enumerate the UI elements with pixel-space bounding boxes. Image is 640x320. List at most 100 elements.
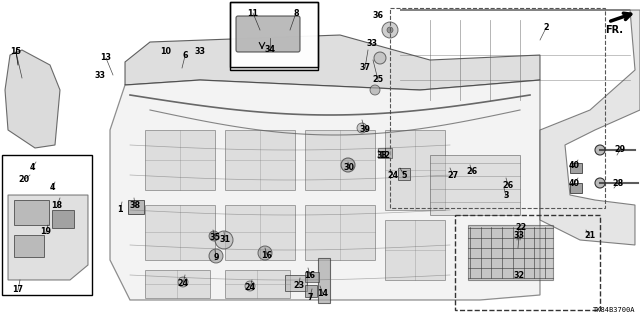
- Text: 10: 10: [161, 47, 172, 57]
- Text: 26: 26: [502, 180, 513, 189]
- Text: 38: 38: [129, 201, 141, 210]
- Text: 33: 33: [376, 150, 387, 159]
- Text: 4: 4: [49, 183, 55, 193]
- Text: 33: 33: [367, 38, 378, 47]
- Bar: [305, 130, 375, 190]
- Text: 33: 33: [95, 71, 106, 81]
- Circle shape: [374, 52, 386, 64]
- Text: 19: 19: [40, 228, 51, 236]
- Polygon shape: [5, 50, 60, 148]
- Bar: [385, 220, 445, 280]
- Circle shape: [370, 85, 380, 95]
- Circle shape: [341, 158, 355, 172]
- Circle shape: [595, 178, 605, 188]
- Bar: [305, 272, 319, 282]
- Text: 6: 6: [182, 52, 188, 60]
- Bar: [225, 130, 295, 190]
- Bar: [145, 205, 215, 260]
- Text: 24: 24: [244, 284, 255, 292]
- Text: 24: 24: [177, 279, 189, 289]
- Bar: [318, 258, 330, 303]
- Text: 3: 3: [503, 191, 509, 201]
- Text: 39: 39: [360, 125, 371, 134]
- Text: 17: 17: [13, 285, 24, 294]
- Text: 16: 16: [262, 251, 273, 260]
- Bar: [225, 270, 290, 298]
- FancyBboxPatch shape: [236, 16, 300, 52]
- Text: 27: 27: [447, 171, 459, 180]
- Bar: [145, 130, 215, 190]
- Text: 12: 12: [380, 150, 390, 159]
- Circle shape: [387, 27, 393, 33]
- Circle shape: [178, 277, 188, 287]
- Text: 35: 35: [209, 233, 221, 242]
- Bar: [52, 210, 74, 228]
- Text: 2: 2: [543, 23, 549, 33]
- Text: 4: 4: [29, 164, 35, 172]
- Text: 30: 30: [344, 164, 355, 172]
- Bar: [14, 200, 49, 225]
- Text: 11: 11: [248, 9, 259, 18]
- Bar: [225, 205, 295, 260]
- Text: 1: 1: [117, 205, 123, 214]
- Bar: [2, 155, 92, 295]
- Text: 33: 33: [513, 230, 525, 239]
- Bar: [390, 8, 605, 208]
- Text: 21: 21: [584, 231, 596, 241]
- Text: 5: 5: [401, 171, 407, 180]
- Text: 28: 28: [612, 179, 623, 188]
- Polygon shape: [110, 80, 540, 300]
- Text: 36: 36: [372, 11, 383, 20]
- Text: 24: 24: [387, 171, 399, 180]
- Bar: [385, 130, 445, 210]
- Text: 23: 23: [293, 281, 305, 290]
- Text: 32: 32: [513, 270, 525, 279]
- Bar: [570, 183, 582, 193]
- Bar: [14, 235, 44, 257]
- Bar: [305, 285, 317, 297]
- Circle shape: [357, 123, 367, 133]
- Circle shape: [595, 145, 605, 155]
- Text: 16: 16: [305, 270, 316, 279]
- Text: 18: 18: [51, 201, 63, 210]
- Text: 9: 9: [213, 253, 219, 262]
- Bar: [305, 205, 375, 260]
- Bar: [398, 168, 410, 180]
- Bar: [128, 200, 144, 214]
- Bar: [230, 2, 318, 67]
- Text: 14: 14: [317, 290, 328, 299]
- Text: FR.: FR.: [605, 25, 623, 35]
- Text: 29: 29: [614, 146, 625, 155]
- Circle shape: [245, 281, 255, 291]
- Text: 25: 25: [372, 76, 383, 84]
- Polygon shape: [8, 195, 88, 280]
- Bar: [378, 148, 392, 158]
- Text: 15: 15: [10, 47, 22, 57]
- Text: 34: 34: [264, 45, 275, 54]
- Text: 31: 31: [220, 236, 230, 244]
- Text: 26: 26: [467, 167, 477, 177]
- Text: TK84B3700A: TK84B3700A: [593, 307, 635, 313]
- Bar: [430, 155, 520, 215]
- Circle shape: [215, 231, 233, 249]
- Text: 13: 13: [100, 53, 111, 62]
- Circle shape: [382, 22, 398, 38]
- Text: 40: 40: [568, 161, 579, 170]
- Text: 37: 37: [360, 63, 371, 73]
- Text: 7: 7: [307, 292, 313, 301]
- Bar: [455, 215, 600, 310]
- Bar: [145, 270, 210, 298]
- Polygon shape: [400, 10, 640, 245]
- Text: 20: 20: [19, 175, 29, 185]
- Text: 33: 33: [195, 47, 205, 57]
- Text: 40: 40: [568, 179, 579, 188]
- Bar: [285, 275, 307, 291]
- Circle shape: [209, 249, 223, 263]
- Bar: [468, 225, 553, 280]
- Text: 22: 22: [515, 223, 527, 233]
- Bar: [570, 163, 582, 173]
- Circle shape: [258, 246, 272, 260]
- Bar: [230, 2, 318, 70]
- Polygon shape: [125, 35, 540, 90]
- Text: 8: 8: [293, 9, 299, 18]
